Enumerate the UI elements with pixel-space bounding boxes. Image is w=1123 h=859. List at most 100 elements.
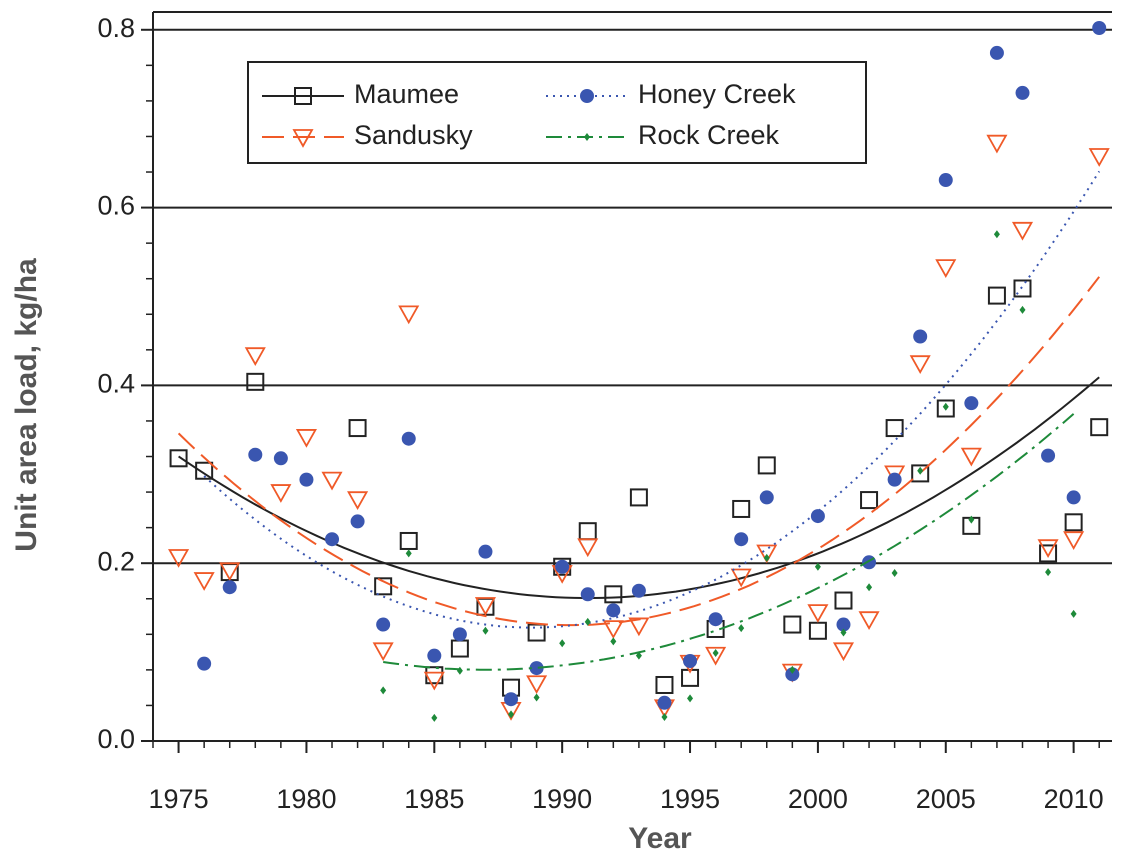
marker-triangle (347, 491, 369, 511)
marker-circle (248, 447, 263, 462)
marker-circle (734, 532, 749, 547)
marker-circle (785, 667, 800, 682)
marker-square (834, 591, 853, 610)
marker-triangle (1088, 148, 1110, 167)
marker-square (987, 286, 1006, 305)
marker-diamond (380, 686, 387, 695)
marker-triangle (730, 568, 752, 588)
marker-circle (913, 329, 928, 344)
marker-circle (197, 656, 212, 671)
marker-triangle (858, 611, 880, 631)
marker-triangle (986, 134, 1008, 154)
marker-square (936, 399, 955, 418)
marker-diamond (891, 568, 898, 577)
marker-triangle (628, 617, 650, 637)
marker-triangle (602, 620, 624, 639)
marker-diamond (559, 639, 566, 648)
marker-triangle (168, 549, 190, 568)
marker-square (885, 419, 904, 438)
trend-line (203, 170, 1101, 629)
marker-triangle (372, 642, 394, 662)
marker-diamond (942, 402, 949, 411)
marker-circle (836, 617, 851, 632)
marker-square (1039, 544, 1058, 563)
y-tick-label: 0.4 (97, 369, 135, 399)
marker-triangle (244, 347, 266, 366)
y-tick-label: 0.6 (97, 191, 135, 221)
marker-circle (1041, 448, 1056, 463)
marker-diamond (712, 648, 719, 657)
marker-circle (683, 653, 698, 668)
marker-triangle (321, 471, 343, 491)
marker-circle (810, 509, 825, 524)
marker-diamond (738, 624, 745, 633)
marker-circle (1015, 85, 1030, 100)
y-tick-label: 0.2 (97, 546, 135, 576)
marker-diamond (584, 617, 591, 626)
marker-triangle (756, 544, 778, 564)
marker-square (527, 623, 546, 642)
marker-diamond (993, 230, 1000, 239)
legend-item: Rock Creek (546, 120, 780, 150)
marker-square (1064, 513, 1083, 532)
marker-square (1013, 279, 1032, 298)
y-tick-label: 0.8 (97, 13, 135, 43)
marker-square (374, 577, 393, 596)
marker-diamond (405, 549, 412, 558)
marker-diamond (917, 466, 924, 475)
marker-diamond (866, 583, 873, 592)
marker-diamond (763, 553, 770, 562)
marker-square (757, 456, 776, 475)
marker-triangle (474, 597, 496, 616)
marker-circle (529, 661, 544, 676)
marker-triangle (193, 572, 215, 591)
marker-square (399, 531, 418, 550)
marker-square (604, 585, 623, 604)
marker-square (450, 639, 469, 658)
marker-triangle (219, 562, 241, 582)
x-tick-label: 1980 (276, 784, 336, 814)
marker-diamond (1070, 609, 1077, 618)
marker-triangle (577, 538, 599, 558)
marker-triangle (398, 305, 420, 325)
marker-circle (299, 472, 314, 487)
marker-diamond (1045, 568, 1052, 577)
marker-square (783, 615, 802, 634)
marker-circle (555, 559, 570, 574)
x-tick-label: 2010 (1044, 784, 1104, 814)
marker-circle (887, 472, 902, 487)
marker-circle (631, 583, 646, 598)
marker-diamond (840, 628, 847, 637)
marker-square (169, 449, 188, 468)
marker-circle (708, 612, 723, 627)
trend-line (383, 413, 1075, 671)
x-tick-label: 1990 (532, 784, 592, 814)
marker-circle (759, 490, 774, 505)
marker-circle (478, 544, 493, 559)
legend-label: Maumee (354, 79, 459, 109)
marker-triangle (423, 671, 445, 691)
marker-triangle (705, 646, 727, 666)
marker-diamond (533, 693, 540, 702)
legend-label: Sandusky (354, 120, 473, 150)
marker-circle (350, 514, 365, 529)
marker-diamond (789, 665, 796, 674)
marker-circle (657, 695, 672, 710)
marker-circle (580, 89, 594, 103)
marker-circle (580, 587, 595, 602)
y-tick-label: 0.0 (97, 724, 135, 754)
marker-triangle (526, 675, 548, 695)
legend: Maumee Sandusky Honey Creek Rock Creek (247, 61, 867, 164)
marker-circle (376, 617, 391, 632)
marker-diamond (814, 562, 821, 571)
marker-square (655, 675, 674, 694)
marker-circle (989, 45, 1004, 60)
x-tick-label: 1995 (660, 784, 720, 814)
marker-square (1090, 418, 1109, 437)
marker-circle (1092, 21, 1107, 36)
marker-circle (222, 580, 237, 595)
marker-circle (1066, 490, 1081, 505)
marker-square (629, 488, 648, 507)
marker-diamond (610, 637, 617, 646)
marker-circle (606, 603, 621, 618)
